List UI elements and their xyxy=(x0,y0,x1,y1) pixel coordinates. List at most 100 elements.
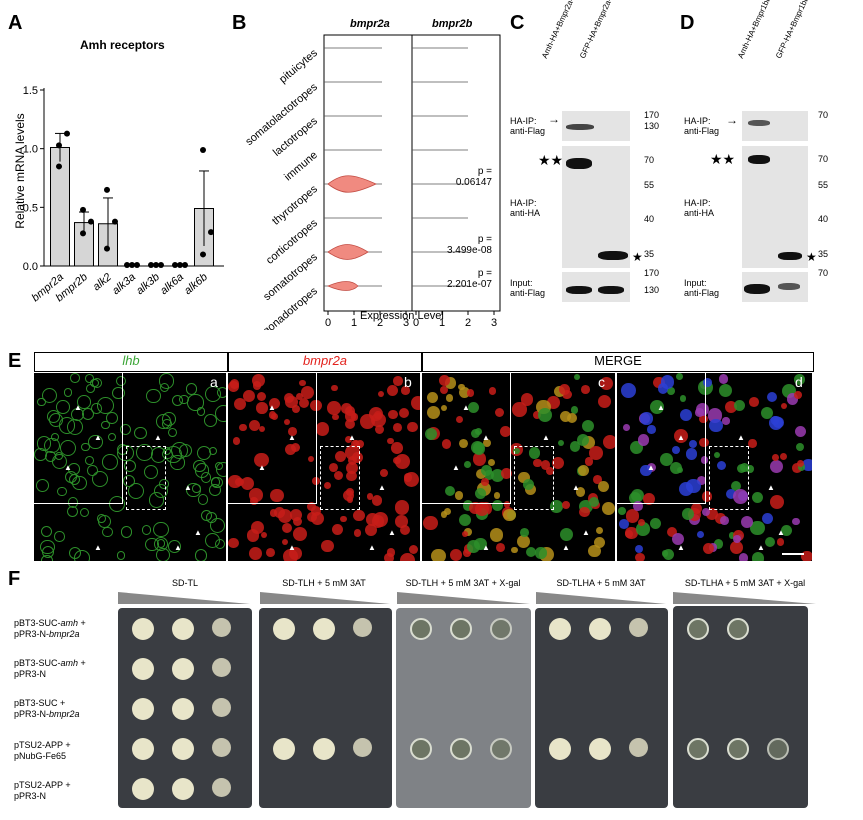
cell-signal xyxy=(55,452,64,461)
arrowhead-marker: ▲ xyxy=(542,433,550,442)
panel-d-row-2: HA-IP: anti-HA xyxy=(684,198,715,218)
cell-signal xyxy=(657,383,669,395)
cell-signal xyxy=(699,414,708,424)
cell-signal xyxy=(40,525,53,538)
cell-signal xyxy=(574,373,581,380)
panel-f-label: F xyxy=(8,568,21,590)
cell-signal xyxy=(545,467,554,476)
cell-signal xyxy=(85,384,95,394)
cell-signal xyxy=(522,478,534,490)
panel-c-double-star: ★★ xyxy=(538,152,564,168)
cell-signal xyxy=(70,373,80,383)
cell-signal xyxy=(475,468,487,480)
cell-signal xyxy=(761,513,773,525)
cell-signal xyxy=(441,404,448,411)
cell-signal xyxy=(341,403,352,415)
cell-signal xyxy=(751,552,765,561)
arrowhead-marker: ▲ xyxy=(777,528,785,537)
cell-signal xyxy=(352,439,360,447)
cell-signal xyxy=(423,515,438,531)
cell-signal xyxy=(559,527,573,541)
cell-signal xyxy=(487,458,495,466)
cell-signal xyxy=(528,447,541,459)
yeast-colony xyxy=(490,618,512,640)
cell-signal xyxy=(466,388,475,397)
cell-signal xyxy=(343,490,355,502)
panel-d-row-1: HA-IP: anti-Flag xyxy=(684,116,720,136)
cell-signal xyxy=(490,468,504,482)
panel-c-mw-130b: 130 xyxy=(644,285,660,295)
panel-e-sublabel-d: d xyxy=(795,374,803,390)
cell-signal xyxy=(146,388,161,404)
cell-signal xyxy=(689,439,698,448)
cell-signal xyxy=(293,526,308,541)
panel-f-row-4: pTSU2-APP + pNubG-Fe65 xyxy=(14,740,71,761)
cell-signal xyxy=(56,400,70,414)
cell-signal xyxy=(323,481,331,489)
cell-signal xyxy=(738,553,749,561)
cell-signal xyxy=(307,456,314,463)
panel-a-title: Amh receptors xyxy=(80,38,165,52)
arrowhead-marker: ▲ xyxy=(452,463,460,472)
yeast-colony xyxy=(313,618,335,640)
cell-signal xyxy=(718,374,729,384)
cell-signal xyxy=(356,440,364,449)
zoom-region xyxy=(126,446,166,510)
cell-signal xyxy=(254,452,269,468)
yeast-colony xyxy=(132,778,154,800)
arrowhead-marker: ▲ xyxy=(154,433,162,442)
arrowhead-marker: ▲ xyxy=(94,433,102,442)
arrowhead-marker: ▲ xyxy=(388,528,396,537)
yeast-colony xyxy=(549,738,571,760)
cell-signal xyxy=(666,526,677,537)
cell-signal xyxy=(540,460,551,470)
cell-signal xyxy=(393,376,403,386)
data-point xyxy=(124,262,130,268)
cell-signal xyxy=(462,531,469,538)
panel-c-mw-170b: 170 xyxy=(644,268,660,278)
category-label: alk3a xyxy=(110,271,138,297)
violin-shape xyxy=(327,244,369,260)
cell-signal xyxy=(311,511,325,525)
p-value: p = xyxy=(478,166,492,177)
cell-signal xyxy=(327,401,341,415)
cell-signal xyxy=(248,419,260,431)
data-point xyxy=(172,262,178,268)
cell-signal xyxy=(730,480,742,492)
arrowhead-marker: ▲ xyxy=(288,543,296,552)
cell-signal xyxy=(570,405,579,414)
cell-signal xyxy=(353,529,362,538)
panel-c-row-1: HA-IP: anti-Flag xyxy=(510,116,546,136)
cell-signal xyxy=(299,379,306,387)
data-point xyxy=(158,262,164,268)
cell-signal xyxy=(76,394,91,409)
cell-signal xyxy=(54,531,65,542)
cell-signal xyxy=(748,396,759,407)
panel-c-mw-170a: 170 xyxy=(644,110,660,120)
cell-signal xyxy=(347,455,358,465)
panel-e-image-c: ▲ ▲ ▲ ▲ ▲ ▲ ▲ ▲ xyxy=(422,373,615,561)
x-tick-label: 2 xyxy=(465,317,471,329)
data-point xyxy=(104,245,110,252)
cell-signal xyxy=(577,433,590,447)
cell-signal xyxy=(443,508,451,516)
cell-signal xyxy=(115,375,126,386)
cell-signal xyxy=(577,465,590,477)
cell-signal xyxy=(558,384,570,396)
panel-b-label: B xyxy=(232,12,247,34)
yeast-colony xyxy=(172,618,194,640)
yeast-colony xyxy=(767,738,789,760)
cell-signal xyxy=(246,528,260,542)
yeast-colony xyxy=(629,738,648,757)
cell-signal xyxy=(387,437,394,445)
cell-signal xyxy=(85,455,94,465)
yeast-colony xyxy=(450,738,472,760)
p-value: p = xyxy=(478,234,492,245)
cell-signal xyxy=(518,471,530,484)
cell-signal xyxy=(344,410,357,422)
cell-signal xyxy=(660,453,673,466)
cell-signal xyxy=(769,494,784,509)
data-point xyxy=(129,262,135,268)
cell-signal xyxy=(703,377,712,387)
panel-d-lane-2: GFP-HA+Bmpr1bb-Flag xyxy=(774,0,819,60)
